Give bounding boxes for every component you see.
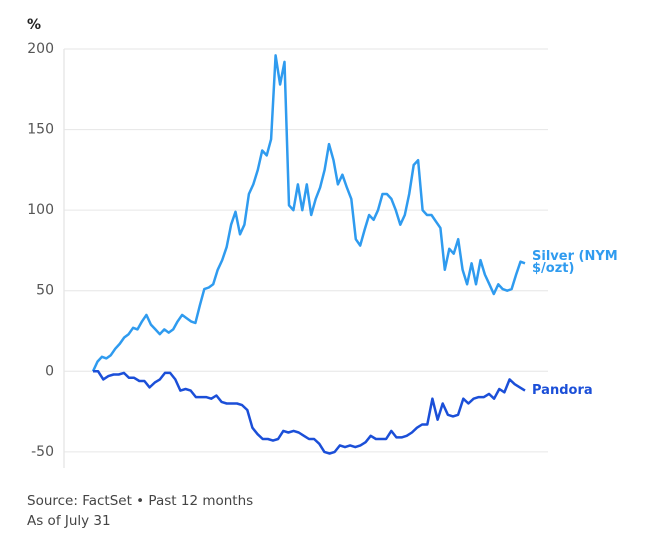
date-note: As of July 31 [27,513,111,529]
series-label: Silver (NYM $/ozt) [532,249,618,277]
y-tick-label: 200 [27,41,54,57]
y-axis-label: % [27,17,41,33]
y-tick-label: 0 [45,363,54,379]
series-label: Pandora [532,382,593,398]
y-tick-label: 50 [36,283,54,299]
series-line [91,54,526,372]
series-line [93,370,526,455]
y-tick-label: 100 [27,202,54,218]
y-tick-label: 150 [27,122,54,138]
y-tick-label: -50 [31,444,54,460]
source-note: Source: FactSet • Past 12 months [27,493,254,509]
